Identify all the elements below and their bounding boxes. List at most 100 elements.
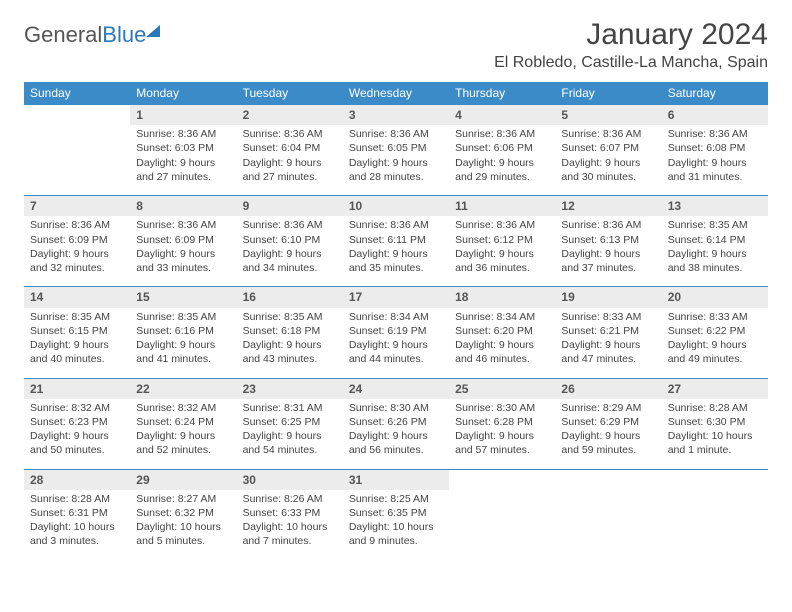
sunset-line: Sunset: 6:06 PM	[455, 141, 549, 155]
day-header: Sunday	[24, 82, 130, 105]
sunrise-line: Sunrise: 8:36 AM	[455, 127, 549, 141]
day-cell: 17Sunrise: 8:34 AMSunset: 6:19 PMDayligh…	[343, 287, 449, 378]
calendar-table: SundayMondayTuesdayWednesdayThursdayFrid…	[24, 82, 768, 560]
sunrise-line: Sunrise: 8:33 AM	[668, 310, 762, 324]
daylight-line: Daylight: 9 hours and 49 minutes.	[668, 338, 762, 366]
sunrise-line: Sunrise: 8:36 AM	[136, 127, 230, 141]
day-details: Sunrise: 8:36 AMSunset: 6:05 PMDaylight:…	[343, 125, 449, 195]
day-number: 25	[449, 379, 555, 399]
day-details: Sunrise: 8:32 AMSunset: 6:23 PMDaylight:…	[24, 399, 130, 469]
day-cell: 11Sunrise: 8:36 AMSunset: 6:12 PMDayligh…	[449, 196, 555, 287]
day-number: 15	[130, 287, 236, 307]
sunrise-line: Sunrise: 8:36 AM	[30, 218, 124, 232]
day-header: Monday	[130, 82, 236, 105]
day-number: 1	[130, 105, 236, 125]
sunrise-line: Sunrise: 8:31 AM	[243, 401, 337, 415]
sunset-line: Sunset: 6:12 PM	[455, 233, 549, 247]
daylight-line: Daylight: 9 hours and 27 minutes.	[243, 156, 337, 184]
day-cell: 2Sunrise: 8:36 AMSunset: 6:04 PMDaylight…	[237, 105, 343, 196]
daylight-line: Daylight: 9 hours and 27 minutes.	[136, 156, 230, 184]
day-number: 10	[343, 196, 449, 216]
day-cell: 12Sunrise: 8:36 AMSunset: 6:13 PMDayligh…	[555, 196, 661, 287]
day-number: 26	[555, 379, 661, 399]
day-details: Sunrise: 8:36 AMSunset: 6:07 PMDaylight:…	[555, 125, 661, 195]
sunrise-line: Sunrise: 8:32 AM	[30, 401, 124, 415]
daylight-line: Daylight: 9 hours and 33 minutes.	[136, 247, 230, 275]
day-header: Wednesday	[343, 82, 449, 105]
title-block: January 2024 El Robledo, Castille-La Man…	[494, 18, 768, 72]
daylight-line: Daylight: 9 hours and 56 minutes.	[349, 429, 443, 457]
day-cell: 6Sunrise: 8:36 AMSunset: 6:08 PMDaylight…	[662, 105, 768, 196]
day-header: Tuesday	[237, 82, 343, 105]
day-header: Thursday	[449, 82, 555, 105]
day-cell: 31Sunrise: 8:25 AMSunset: 6:35 PMDayligh…	[343, 469, 449, 560]
day-cell: 16Sunrise: 8:35 AMSunset: 6:18 PMDayligh…	[237, 287, 343, 378]
empty-cell	[24, 105, 130, 196]
day-cell: 25Sunrise: 8:30 AMSunset: 6:28 PMDayligh…	[449, 378, 555, 469]
day-number: 21	[24, 379, 130, 399]
day-cell: 19Sunrise: 8:33 AMSunset: 6:21 PMDayligh…	[555, 287, 661, 378]
daylight-line: Daylight: 9 hours and 44 minutes.	[349, 338, 443, 366]
day-cell: 8Sunrise: 8:36 AMSunset: 6:09 PMDaylight…	[130, 196, 236, 287]
brand-text: GeneralBlue	[24, 22, 146, 48]
day-details: Sunrise: 8:31 AMSunset: 6:25 PMDaylight:…	[237, 399, 343, 469]
day-details: Sunrise: 8:36 AMSunset: 6:12 PMDaylight:…	[449, 216, 555, 286]
daylight-line: Daylight: 9 hours and 31 minutes.	[668, 156, 762, 184]
empty-cell	[662, 469, 768, 560]
day-cell: 23Sunrise: 8:31 AMSunset: 6:25 PMDayligh…	[237, 378, 343, 469]
empty-cell	[555, 469, 661, 560]
sunset-line: Sunset: 6:03 PM	[136, 141, 230, 155]
daylight-line: Daylight: 9 hours and 34 minutes.	[243, 247, 337, 275]
daylight-line: Daylight: 10 hours and 9 minutes.	[349, 520, 443, 548]
day-details: Sunrise: 8:36 AMSunset: 6:06 PMDaylight:…	[449, 125, 555, 195]
sunrise-line: Sunrise: 8:35 AM	[30, 310, 124, 324]
daylight-line: Daylight: 9 hours and 47 minutes.	[561, 338, 655, 366]
day-cell: 29Sunrise: 8:27 AMSunset: 6:32 PMDayligh…	[130, 469, 236, 560]
day-details: Sunrise: 8:33 AMSunset: 6:21 PMDaylight:…	[555, 308, 661, 378]
day-details: Sunrise: 8:35 AMSunset: 6:16 PMDaylight:…	[130, 308, 236, 378]
sunset-line: Sunset: 6:24 PM	[136, 415, 230, 429]
sunrise-line: Sunrise: 8:28 AM	[668, 401, 762, 415]
daylight-line: Daylight: 9 hours and 37 minutes.	[561, 247, 655, 275]
sunset-line: Sunset: 6:07 PM	[561, 141, 655, 155]
sunset-line: Sunset: 6:08 PM	[668, 141, 762, 155]
day-details: Sunrise: 8:36 AMSunset: 6:08 PMDaylight:…	[662, 125, 768, 195]
calendar-row: 14Sunrise: 8:35 AMSunset: 6:15 PMDayligh…	[24, 287, 768, 378]
sunrise-line: Sunrise: 8:35 AM	[243, 310, 337, 324]
daylight-line: Daylight: 9 hours and 40 minutes.	[30, 338, 124, 366]
sunset-line: Sunset: 6:05 PM	[349, 141, 443, 155]
day-number: 9	[237, 196, 343, 216]
day-details: Sunrise: 8:35 AMSunset: 6:14 PMDaylight:…	[662, 216, 768, 286]
sunrise-line: Sunrise: 8:35 AM	[136, 310, 230, 324]
calendar-row: 7Sunrise: 8:36 AMSunset: 6:09 PMDaylight…	[24, 196, 768, 287]
daylight-line: Daylight: 9 hours and 52 minutes.	[136, 429, 230, 457]
sunset-line: Sunset: 6:13 PM	[561, 233, 655, 247]
sunrise-line: Sunrise: 8:36 AM	[668, 127, 762, 141]
day-details: Sunrise: 8:27 AMSunset: 6:32 PMDaylight:…	[130, 490, 236, 560]
day-number: 30	[237, 470, 343, 490]
day-number: 29	[130, 470, 236, 490]
day-cell: 27Sunrise: 8:28 AMSunset: 6:30 PMDayligh…	[662, 378, 768, 469]
day-details: Sunrise: 8:29 AMSunset: 6:29 PMDaylight:…	[555, 399, 661, 469]
sunset-line: Sunset: 6:30 PM	[668, 415, 762, 429]
day-details: Sunrise: 8:35 AMSunset: 6:18 PMDaylight:…	[237, 308, 343, 378]
sunset-line: Sunset: 6:10 PM	[243, 233, 337, 247]
sunset-line: Sunset: 6:15 PM	[30, 324, 124, 338]
day-number: 18	[449, 287, 555, 307]
day-details: Sunrise: 8:30 AMSunset: 6:28 PMDaylight:…	[449, 399, 555, 469]
day-number: 11	[449, 196, 555, 216]
sunset-line: Sunset: 6:29 PM	[561, 415, 655, 429]
day-details: Sunrise: 8:33 AMSunset: 6:22 PMDaylight:…	[662, 308, 768, 378]
sunset-line: Sunset: 6:14 PM	[668, 233, 762, 247]
day-header-row: SundayMondayTuesdayWednesdayThursdayFrid…	[24, 82, 768, 105]
daylight-line: Daylight: 10 hours and 5 minutes.	[136, 520, 230, 548]
day-number: 27	[662, 379, 768, 399]
sunset-line: Sunset: 6:18 PM	[243, 324, 337, 338]
day-number: 3	[343, 105, 449, 125]
daylight-line: Daylight: 9 hours and 36 minutes.	[455, 247, 549, 275]
day-number: 8	[130, 196, 236, 216]
day-details: Sunrise: 8:36 AMSunset: 6:03 PMDaylight:…	[130, 125, 236, 195]
empty-cell	[449, 469, 555, 560]
day-cell: 30Sunrise: 8:26 AMSunset: 6:33 PMDayligh…	[237, 469, 343, 560]
sunrise-line: Sunrise: 8:34 AM	[455, 310, 549, 324]
